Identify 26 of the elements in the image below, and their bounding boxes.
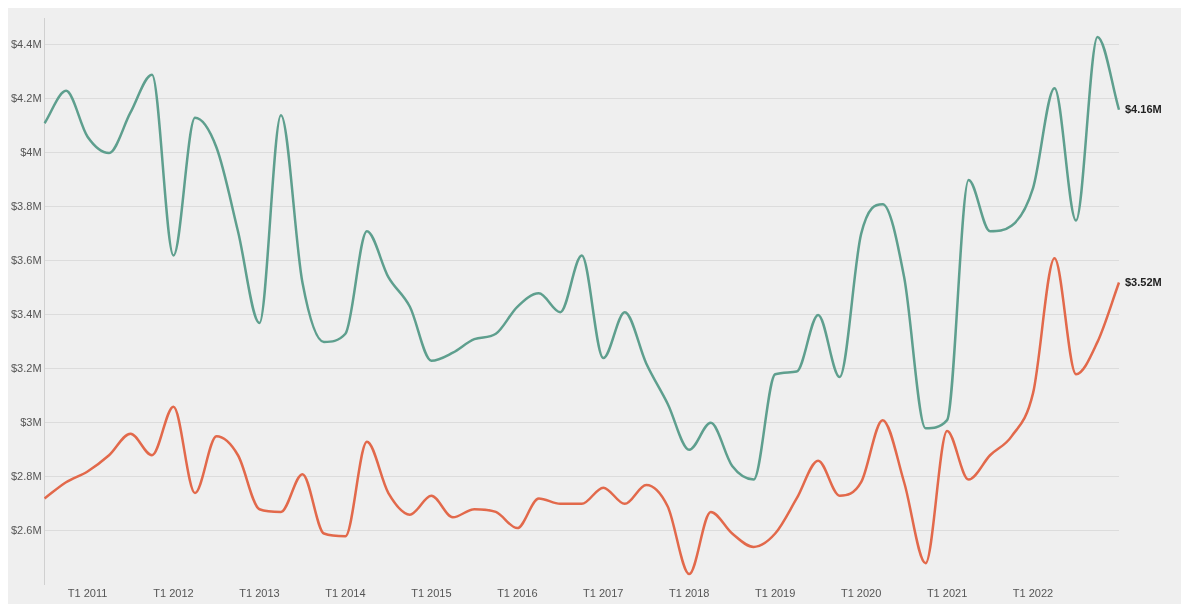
y-tick-label: $2.8M	[10, 469, 42, 482]
line-series	[43, 256, 1121, 576]
y-tick-label: $2.6M	[10, 523, 42, 536]
x-tick-label: T1 2016	[497, 587, 538, 600]
y-tick-label: $3.2M	[10, 361, 42, 374]
x-tick-label: T1 2013	[239, 587, 280, 600]
x-tick-label: T1 2017	[583, 587, 624, 600]
y-tick-label: $3.4M	[10, 307, 42, 320]
x-tick-label: T1 2012	[153, 587, 194, 600]
y-tick-label: $3M	[20, 415, 42, 428]
x-tick-label: T1 2019	[755, 587, 796, 600]
x-tick-label: T1 2018	[669, 587, 710, 600]
x-tick-label: T1 2011	[67, 587, 108, 600]
data-label: $4.16M	[1125, 102, 1162, 115]
x-tick-label: T1 2014	[325, 587, 366, 600]
y-tick-label: $4.2M	[10, 92, 42, 104]
x-tick-label: T1 2015	[411, 587, 452, 600]
y-tick-label: $3.6M	[10, 253, 42, 266]
x-tick-label: T1 2021	[926, 587, 968, 600]
y-tick-label: $3.8M	[10, 199, 42, 212]
data-label: $3.52M	[1125, 275, 1162, 288]
line-series	[43, 35, 1121, 481]
y-tick-label: $4.4M	[10, 38, 42, 51]
x-tick-label: T1 2022	[1012, 587, 1054, 600]
x-tick-label: T1 2020	[840, 587, 882, 600]
y-tick-label: $4M	[20, 145, 42, 158]
